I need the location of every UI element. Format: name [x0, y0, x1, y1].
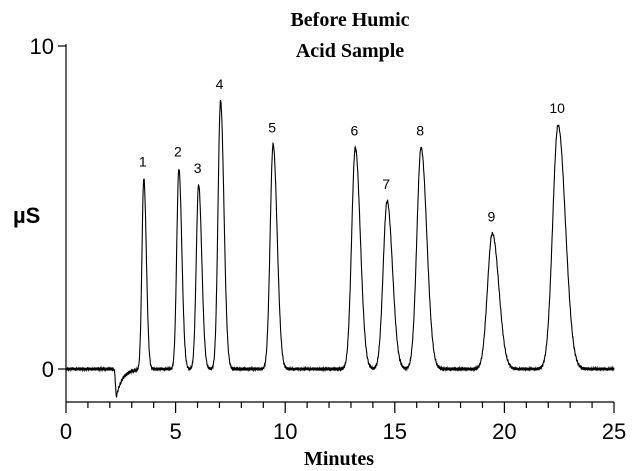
y-tick-label-10: 10 — [30, 34, 54, 59]
x-axis-label: Minutes — [304, 448, 374, 470]
x-tick-label-10: 10 — [273, 419, 297, 444]
chromatogram-trace — [65, 99, 615, 398]
peak-label-7: 7 — [382, 176, 390, 192]
x-tick-label-20: 20 — [492, 419, 516, 444]
peak-label-6: 6 — [350, 123, 358, 139]
x-tick-label-0: 0 — [60, 419, 72, 444]
peak-label-3: 3 — [194, 160, 202, 176]
peak-label-5: 5 — [268, 120, 276, 136]
chart-title: Before Humic Acid Sample — [290, 9, 409, 62]
peak-label-2: 2 — [174, 144, 182, 160]
axes — [65, 44, 614, 403]
title-line-1: Before Humic — [290, 9, 409, 31]
trace — [65, 99, 615, 398]
y-axis-label: µS — [13, 203, 40, 228]
y-tick-label-0: 0 — [42, 357, 54, 382]
peak-label-8: 8 — [416, 123, 424, 139]
x-tick-label-5: 5 — [169, 419, 181, 444]
peak-label-10: 10 — [549, 100, 565, 116]
title-line-2: Acid Sample — [296, 40, 404, 62]
peak-label-9: 9 — [487, 208, 495, 224]
peak-label-4: 4 — [216, 76, 224, 92]
peak-label-1: 1 — [139, 153, 147, 169]
x-tick-label-15: 15 — [383, 419, 407, 444]
x-tick-label-25: 25 — [602, 419, 626, 444]
